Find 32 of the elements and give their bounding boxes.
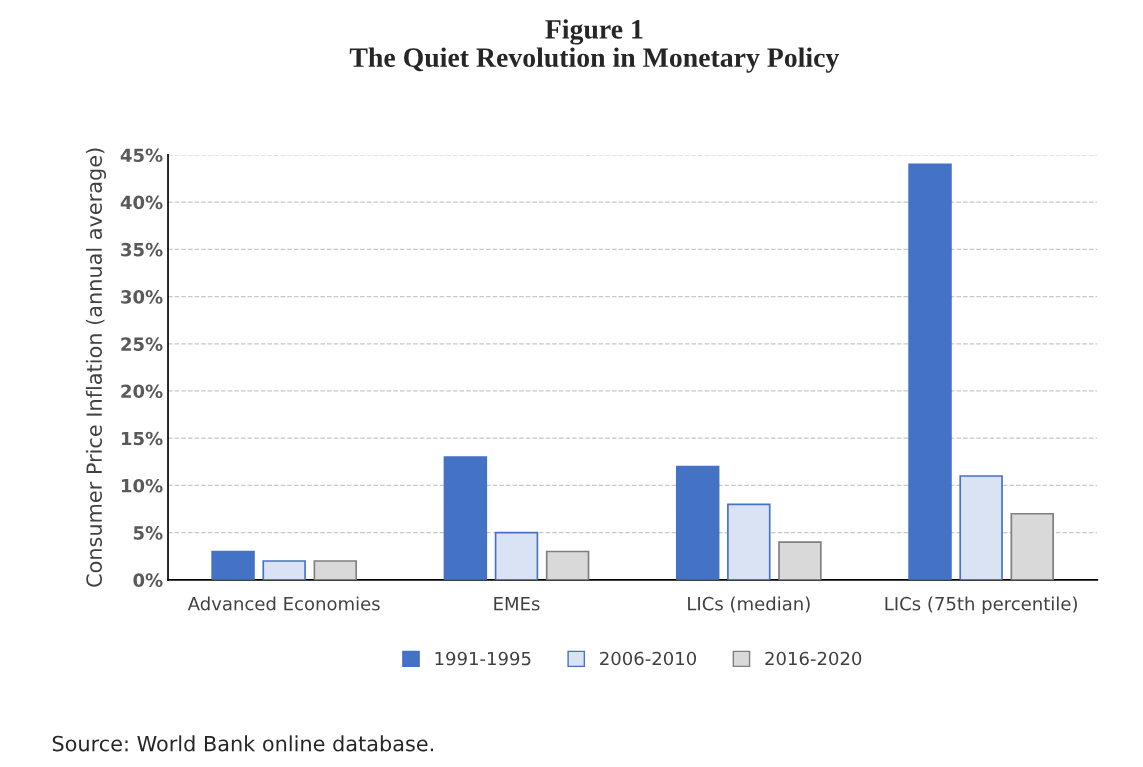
- bar: [675, 465, 720, 580]
- x-tick-label: EMEs: [494, 597, 540, 611]
- y-axis-title: Consumer Price Inflation (annual average): [85, 148, 107, 587]
- y-tick-label: 40%: [120, 195, 163, 210]
- chart-title: Figure 1 The Quiet Revolution in Monetary Policy: [349, 19, 840, 73]
- y-tick-label: 0%: [133, 573, 163, 587]
- legend-label: 2006-2010: [600, 651, 697, 666]
- bar: [211, 550, 255, 580]
- y-tick-label: 35%: [121, 242, 163, 257]
- y-tick-label: 5%: [133, 526, 163, 540]
- bar: [908, 163, 952, 580]
- bar: [443, 456, 488, 580]
- x-tick-label: LICs (median): [688, 596, 810, 613]
- x-tick-label: LICs (75th percentile): [885, 596, 1077, 614]
- bar: [1010, 512, 1054, 580]
- y-tick-label: 10%: [121, 478, 163, 493]
- bar: [494, 531, 539, 580]
- legend-label: 2016-2020: [765, 651, 862, 666]
- bar: [727, 503, 771, 580]
- y-tick-label: 20%: [121, 384, 163, 399]
- bar: [778, 541, 822, 580]
- y-tick-label: 25%: [121, 337, 163, 351]
- source-note: Source: World Bank online database.: [52, 735, 434, 752]
- x-tick-label: Advanced Economies: [187, 596, 380, 611]
- y-tick-label: 30%: [121, 290, 163, 304]
- bar: [313, 560, 358, 580]
- bar: [959, 475, 1003, 580]
- bar: [545, 550, 590, 580]
- y-tick-label: 15%: [121, 431, 163, 446]
- legend-label: 1991-1995: [435, 651, 531, 666]
- y-tick-label: 45%: [120, 148, 163, 163]
- bar: [262, 560, 306, 580]
